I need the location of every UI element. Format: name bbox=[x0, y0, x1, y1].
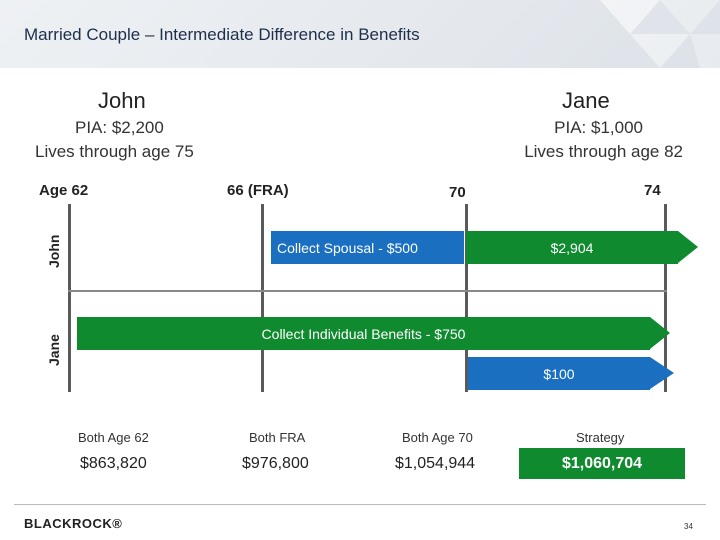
individual-benefit-bar: Collect Individual Benefits - $750 bbox=[77, 317, 650, 350]
scenario-amount-both-fra: $976,800 bbox=[242, 455, 309, 472]
decorative-pattern bbox=[600, 0, 720, 68]
individual-benefit-arrow bbox=[650, 317, 670, 349]
jane-increase-label: $100 bbox=[543, 365, 575, 382]
age-70-label: 70 bbox=[449, 184, 466, 201]
john-name: John bbox=[98, 88, 146, 113]
scenario-label-both-fra: Both FRA bbox=[249, 430, 306, 445]
john-benefit-arrow bbox=[678, 231, 698, 263]
age-74-label: 74 bbox=[644, 182, 661, 199]
jane-increase-arrow bbox=[650, 357, 674, 389]
john-benefit-bar: $2,904 bbox=[466, 231, 678, 264]
row-divider bbox=[68, 290, 667, 292]
john-lives: Lives through age 75 bbox=[35, 142, 194, 161]
jane-name: Jane bbox=[562, 88, 610, 113]
spousal-benefit-label: Collect Spousal - $500 bbox=[277, 239, 418, 256]
timeline-age-70 bbox=[465, 204, 468, 392]
timeline-age-62 bbox=[68, 204, 71, 392]
scenario-amount-strategy: $1,060,704 bbox=[561, 454, 643, 472]
age-62-label: Age 62 bbox=[39, 182, 89, 199]
individual-benefit-label: Collect Individual Benefits - $750 bbox=[261, 325, 466, 342]
scenario-amount-both-70: $1,054,944 bbox=[395, 455, 476, 472]
john-benefit-label: $2,904 bbox=[550, 239, 594, 256]
timeline-age-74 bbox=[664, 204, 667, 392]
header-band: Married Couple – Intermediate Difference… bbox=[0, 0, 720, 68]
scenario-label-strategy: Strategy bbox=[576, 430, 625, 445]
spousal-benefit-bar: Collect Spousal - $500 bbox=[271, 231, 464, 264]
blackrock-logo: BLACKROCK® bbox=[24, 516, 123, 531]
strategy-highlight-box bbox=[519, 448, 685, 479]
age-fra-label: 66 (FRA) bbox=[227, 182, 289, 199]
john-pia: PIA: $2,200 bbox=[75, 118, 164, 137]
scenario-label-both-62: Both Age 62 bbox=[78, 430, 149, 445]
jane-pia: PIA: $1,000 bbox=[554, 118, 643, 137]
timeline-fra bbox=[261, 204, 264, 392]
jane-increase-bar: $100 bbox=[468, 357, 650, 390]
row-label-john: John bbox=[46, 234, 62, 268]
footer-divider bbox=[14, 504, 706, 505]
row-label-jane: Jane bbox=[46, 334, 62, 366]
scenario-amount-both-62: $863,820 bbox=[80, 455, 147, 472]
page-number: 34 bbox=[684, 522, 693, 531]
page-title: Married Couple – Intermediate Difference… bbox=[24, 25, 420, 44]
jane-lives: Lives through age 82 bbox=[524, 142, 683, 161]
scenario-label-both-70: Both Age 70 bbox=[402, 430, 473, 445]
